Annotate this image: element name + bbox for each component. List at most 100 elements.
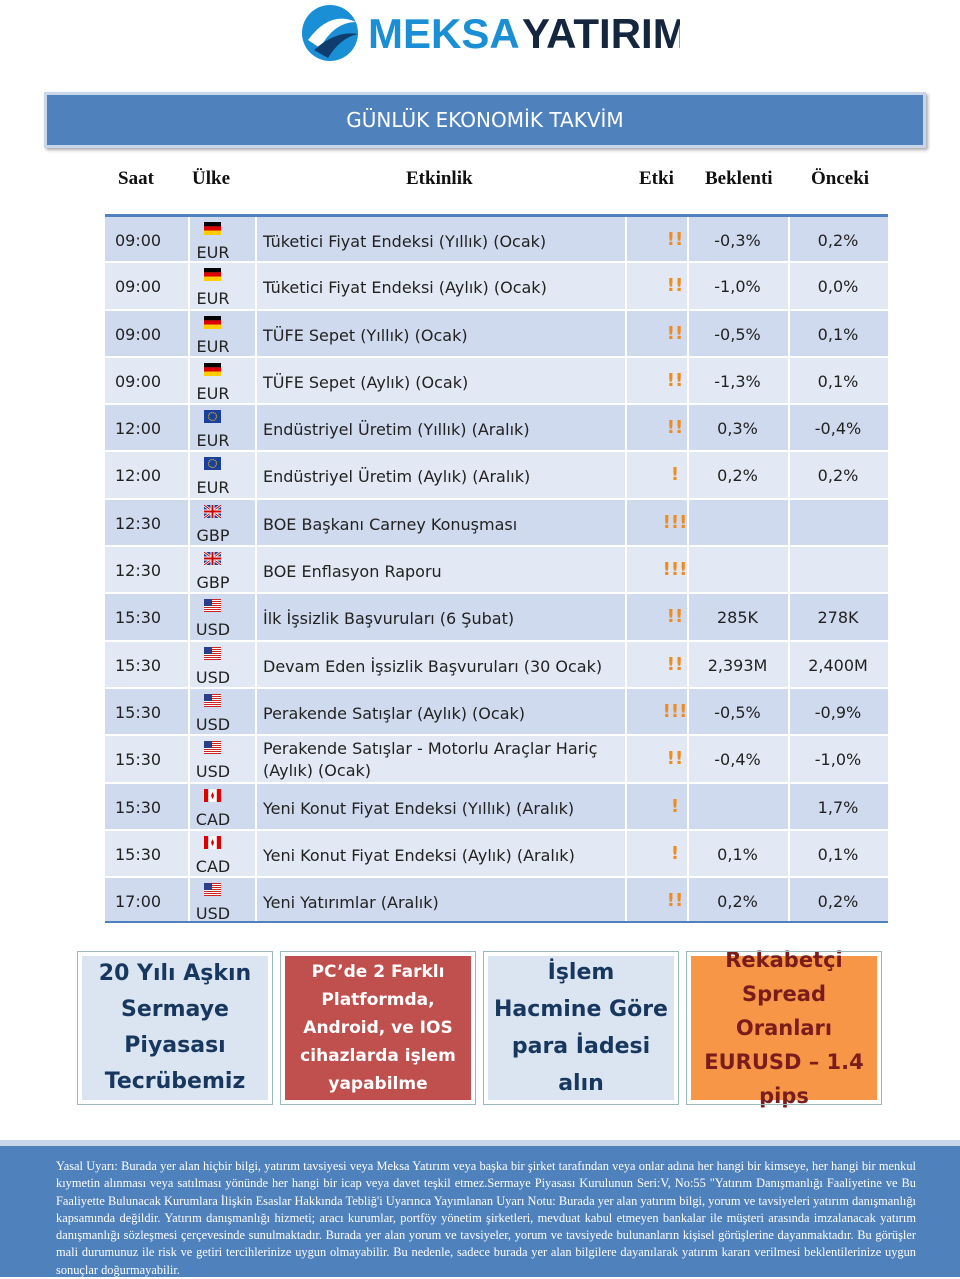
cell-divider: [255, 641, 257, 687]
forecast: 0,2%: [717, 892, 758, 912]
forecast: -1,3%: [714, 371, 761, 391]
cell-divider: [625, 641, 627, 687]
impact: !!!: [662, 559, 688, 581]
cell-divider: [255, 594, 257, 640]
time: 15:30: [115, 844, 162, 864]
country: CAD: [195, 856, 231, 876]
cell-divider: [625, 217, 627, 262]
promo-box: İşlem Hacmine Göre para İadesi alın: [483, 951, 679, 1105]
cell-divider: [687, 783, 689, 829]
table-row: 15:30 USD Perakende Satışlar - Motorlu Ara…: [105, 734, 888, 782]
flag: [204, 741, 221, 755]
previous: 0,1%: [817, 324, 859, 344]
time: 12:00: [115, 419, 162, 439]
flag: [204, 222, 221, 235]
cell-divider: [255, 878, 257, 922]
cell-divider: [188, 547, 190, 593]
footer: [0, 1140, 960, 1277]
cell-divider: [625, 405, 627, 451]
promo-box: 20 Yılı Aşkın Sermaye Piyasası Tecrübemi…: [77, 951, 273, 1105]
forecast: -0,4%: [714, 750, 761, 770]
cell-divider: [188, 310, 190, 356]
column-header: Önceki: [811, 168, 870, 189]
cell-divider: [188, 452, 190, 498]
cell-divider: [687, 217, 689, 262]
cell-divider: [625, 263, 627, 309]
cell-divider: [625, 547, 627, 593]
country: EUR: [196, 289, 230, 309]
country: USD: [195, 714, 231, 734]
table-row: 12:00 EUR Endüstriyel Üretim (Aylık) (Aral…: [105, 450, 888, 498]
cell-divider: [188, 736, 190, 782]
table-row: 12:30 GBP BOE Enflasyon Raporu!!!: [105, 545, 888, 593]
event: Endüstriyel Üretim (Yıllık) (Aralık): [263, 420, 530, 440]
time: 15:30: [115, 608, 162, 628]
table-row: 12:30 GBP BOE Başkanı Carney Konuşması!!!: [105, 497, 888, 546]
impact: !!!: [662, 511, 688, 533]
promo-box: Rekabetçi Spread Oranları EURUSD – 1.4 p…: [686, 948, 882, 1108]
previous: -0,9%: [814, 702, 862, 722]
cell-divider: [687, 547, 689, 593]
cell-divider: [625, 452, 627, 498]
cell-divider: [625, 357, 627, 404]
event: Yeni Yatırımlar (Aralık): [263, 893, 439, 913]
previous: 2,400M: [808, 655, 868, 675]
cell-divider: [255, 310, 257, 356]
cell-divider: [687, 688, 689, 735]
cell-divider: [255, 499, 257, 546]
cell-divider: [625, 878, 627, 922]
logo-name: YATIRIM: [522, 10, 680, 57]
time: 15:30: [115, 797, 162, 817]
cell-divider: [255, 783, 257, 829]
country: EUR: [196, 383, 230, 403]
country: USD: [195, 904, 231, 924]
cell-divider: [788, 405, 790, 451]
cell-divider: [788, 830, 790, 877]
table-row: 15:30 USD Devam Eden İşsizlik Başvuruları …: [105, 639, 888, 687]
flag: [204, 883, 221, 897]
cell-divider: [625, 499, 627, 546]
cell-divider: [255, 688, 257, 735]
previous: -0,4%: [814, 419, 862, 439]
column-header: Ülke: [192, 168, 230, 189]
time: 09:00: [115, 324, 162, 344]
country: GBP: [196, 573, 230, 593]
event: Perakende Satışlar - Motorlu Araçlar Har…: [263, 739, 598, 781]
cell-divider: [687, 452, 689, 498]
event: İlk İşsizlik Başvuruları (6 Şubat): [263, 609, 515, 629]
time: 09:00: [115, 277, 162, 297]
calendar-table: 09:00 EUR Tüketici Fiyat Endeksi (Yıllık) …: [105, 214, 888, 924]
previous: 0,2%: [817, 231, 859, 250]
previous: 0,1%: [817, 844, 859, 864]
column-header: Etki: [639, 168, 674, 189]
table-row: 09:00 EUR TÜFE Sepet (Aylık) (Ocak)!! -1,3%…: [105, 355, 888, 404]
cell-divider: [788, 217, 790, 262]
promo-box: PC’de 2 Farklı Platformda, Android, ve I…: [280, 951, 476, 1105]
impact: !!!: [662, 700, 688, 722]
event: BOE Enflasyon Raporu: [263, 562, 442, 582]
country: GBP: [196, 525, 230, 545]
forecast: -0,5%: [714, 702, 761, 722]
time: 15:30: [115, 750, 162, 770]
cell-divider: [625, 310, 627, 356]
time: 12:30: [115, 513, 162, 533]
country: EUR: [196, 336, 230, 356]
cell-divider: [788, 736, 790, 782]
cell-divider: [188, 263, 190, 309]
previous: 0,2%: [817, 892, 859, 912]
table-row: 12:00 EUR Endüstriyel Üretim (Yıllık) (Ara…: [105, 403, 888, 451]
event: Tüketici Fiyat Endeksi (Aylık) (Ocak): [263, 278, 547, 298]
impact: !: [670, 842, 680, 864]
impact: !!: [666, 890, 684, 912]
table-row: 09:00 EUR Tüketici Fiyat Endeksi (Aylık) (…: [105, 261, 888, 309]
forecast: -0,3%: [714, 231, 761, 250]
cell-divider: [788, 452, 790, 498]
impact: !!: [666, 653, 684, 675]
cell-divider: [687, 263, 689, 309]
cell-divider: [687, 736, 689, 782]
cell-divider: [255, 263, 257, 309]
flag: [204, 410, 221, 424]
table-row: 15:30 USD İlk İşsizlik Başvuruları (6 Şuba…: [105, 592, 888, 640]
cell-divider: [788, 547, 790, 593]
event: Yeni Konut Fiyat Endeksi (Aylık) (Aralık…: [263, 845, 575, 865]
